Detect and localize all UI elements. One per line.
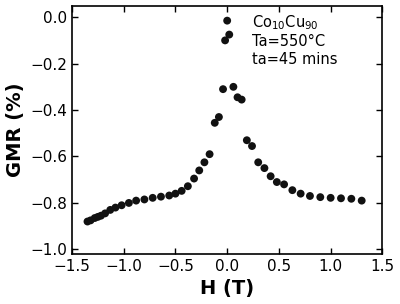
Point (185, 184, 191, 189)
Point (230, 85, 236, 89)
Point (317, 195, 324, 199)
Point (133, 198, 139, 203)
Point (338, 196, 344, 201)
Point (226, 32, 232, 37)
Point (102, 211, 108, 216)
Point (112, 205, 119, 210)
Point (261, 166, 268, 171)
Point (274, 180, 280, 185)
Point (212, 120, 218, 125)
Point (216, 115, 222, 119)
Point (298, 191, 304, 196)
Point (87, 218, 94, 223)
Point (201, 160, 208, 165)
Point (150, 195, 156, 200)
Point (158, 194, 164, 199)
Point (244, 138, 250, 143)
Point (358, 198, 365, 203)
Point (289, 188, 296, 193)
Point (281, 182, 287, 187)
Point (220, 87, 226, 92)
Point (348, 196, 354, 201)
Point (95, 214, 101, 219)
Point (172, 191, 179, 196)
Point (166, 193, 172, 198)
Point (234, 95, 241, 100)
Point (222, 38, 228, 43)
Point (268, 174, 274, 179)
Y-axis label: GMR (%): GMR (%) (6, 83, 24, 177)
Point (328, 195, 334, 200)
Point (107, 207, 114, 212)
Point (249, 143, 255, 148)
Point (118, 203, 125, 208)
Point (224, 18, 230, 23)
Point (126, 201, 132, 206)
Point (92, 216, 98, 220)
Text: Co$_{10}$Cu$_{90}$
Ta=550°C
ta=45 mins: Co$_{10}$Cu$_{90}$ Ta=550°C ta=45 mins (252, 13, 338, 67)
Point (191, 176, 197, 181)
Point (307, 194, 313, 199)
Point (178, 188, 185, 193)
Point (141, 197, 148, 202)
Point (84, 219, 91, 224)
Point (196, 168, 202, 173)
Point (255, 160, 262, 165)
Point (238, 97, 245, 102)
Point (98, 213, 104, 218)
X-axis label: H (T): H (T) (200, 279, 254, 299)
Point (206, 152, 213, 157)
